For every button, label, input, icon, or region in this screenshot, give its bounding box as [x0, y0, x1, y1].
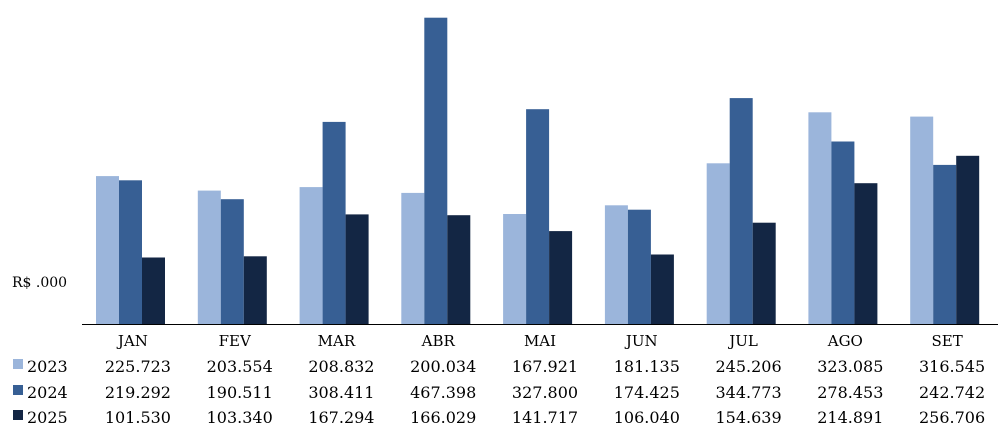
bar-mar-2025 [345, 214, 369, 324]
data-table-value: 181.135 [614, 357, 680, 376]
data-table-value: 316.545 [919, 357, 985, 376]
bar-mai-2025 [549, 231, 573, 324]
bar-ago-2024 [831, 141, 855, 324]
data-table-value: 174.425 [614, 383, 680, 402]
bar-jun-2024 [627, 209, 651, 324]
bar-jan-2024 [119, 180, 142, 324]
legend-series-name: 2024 [27, 383, 68, 402]
x-tick-label: ABR [421, 332, 456, 350]
data-table-value: 154.639 [716, 408, 782, 425]
data-table-value: 214.891 [817, 408, 883, 425]
bar-mai-2023 [503, 214, 527, 324]
x-tick-label: SET [931, 332, 962, 350]
bar-abr-2024 [424, 17, 448, 324]
data-table-value: 166.029 [410, 408, 476, 425]
x-tick-label: MAR [318, 332, 356, 350]
bar-mai-2024 [526, 109, 550, 324]
legend-swatch-2025 [13, 410, 23, 420]
bar-fev-2025 [243, 256, 267, 324]
data-table-value: 203.554 [207, 357, 273, 376]
data-table-value: 245.206 [716, 357, 782, 376]
bar-ago-2023 [808, 112, 832, 324]
data-table-value: 344.773 [716, 383, 782, 402]
data-table-value: 167.294 [308, 408, 374, 425]
bar-jun-2023 [604, 205, 628, 324]
bar-abr-2025 [447, 215, 471, 324]
bar-abr-2023 [401, 192, 425, 324]
bar-jul-2023 [706, 163, 730, 324]
data-table-value: 101.530 [105, 408, 171, 425]
data-table-value: 190.511 [207, 383, 273, 402]
bar-jun-2025 [650, 254, 674, 324]
data-table-value: 327.800 [512, 383, 578, 402]
data-table-value: 219.292 [105, 383, 171, 402]
data-table-value: 106.040 [614, 408, 680, 425]
bar-mar-2023 [299, 187, 323, 324]
bar-fev-2023 [197, 190, 221, 324]
data-table-value: 278.453 [817, 383, 883, 402]
bar-jul-2025 [752, 222, 776, 324]
data-table-value: 200.034 [410, 357, 476, 376]
data-table-value: 256.706 [919, 408, 985, 425]
data-table-value: 103.340 [207, 408, 273, 425]
data-table-value: 208.832 [308, 357, 374, 376]
data-table-value: 242.742 [919, 383, 985, 402]
data-table-value: 467.398 [410, 383, 476, 402]
data-table-value: 141.717 [512, 408, 578, 425]
bar-set-2023 [910, 116, 934, 324]
bar-ago-2025 [854, 183, 878, 324]
data-table-value: 308.411 [308, 383, 374, 402]
bar-fev-2024 [220, 199, 244, 324]
bar-jul-2024 [729, 98, 753, 324]
data-table-value: 225.723 [105, 357, 171, 376]
x-tick-label: AGO [827, 332, 863, 350]
bar-set-2025 [956, 155, 980, 324]
legend-series-name: 2025 [27, 408, 68, 425]
bar-jan-2025 [142, 257, 165, 324]
x-tick-label: JUN [624, 332, 658, 350]
data-table-value: 167.921 [512, 357, 578, 376]
legend-swatch-2024 [13, 385, 23, 395]
x-tick-label: MAI [524, 332, 556, 350]
unit-label: R$ .000 [12, 275, 68, 291]
bar-mar-2024 [322, 121, 346, 325]
legend-swatch-2023 [13, 359, 23, 369]
bar-set-2024 [933, 164, 957, 324]
data-table-value: 323.085 [817, 357, 883, 376]
bar-jan-2023 [96, 176, 119, 324]
x-tick-label: FEV [219, 332, 252, 350]
legend-series-name: 2023 [27, 357, 68, 376]
x-tick-label: JAN [116, 332, 148, 350]
x-tick-label: JUL [727, 332, 758, 350]
